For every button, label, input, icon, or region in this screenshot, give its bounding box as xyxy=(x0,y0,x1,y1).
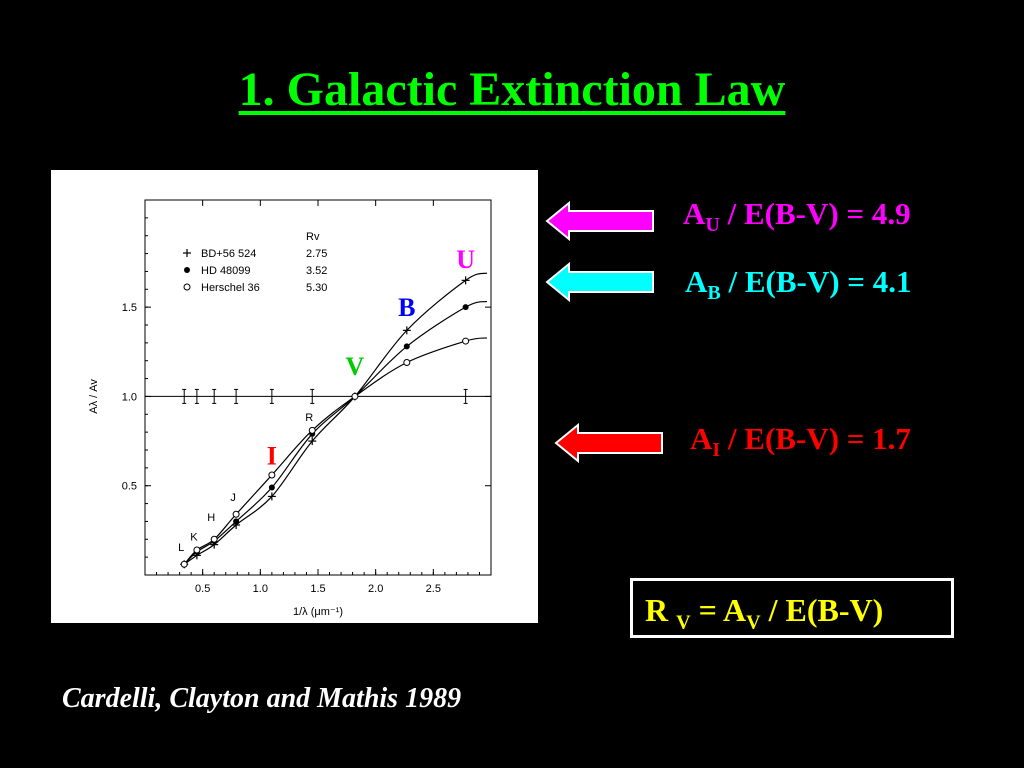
point-label: J xyxy=(230,492,236,504)
series-line-0 xyxy=(183,272,488,565)
series-line-1 xyxy=(183,300,488,565)
band-label-i: I xyxy=(267,441,277,470)
data-point xyxy=(462,337,470,345)
y-tick-label: 0.5 xyxy=(122,481,137,493)
legend-header: Rv xyxy=(306,231,320,243)
equation-au: AU / E(B-V) = 4.9 xyxy=(683,196,911,237)
legend-marker xyxy=(184,267,190,273)
band-label-b: B xyxy=(398,293,415,322)
data-point xyxy=(403,359,411,366)
arrow-left-icon xyxy=(554,423,663,463)
series-line-2 xyxy=(183,337,488,565)
extinction-chart: 0.5 1.0 1.5 2.0 2.5 0.5 1.0 1.5 1/λ (μm⁻¹) Aλ / A… xyxy=(51,170,538,623)
data-point xyxy=(268,471,276,479)
legend-rv-value: 3.52 xyxy=(306,265,327,277)
y-axis-label: Aλ / Av xyxy=(88,379,100,414)
rv-definition-box: R V = AV / E(B-V) xyxy=(630,578,954,638)
data-point xyxy=(232,510,240,518)
data-point xyxy=(403,343,410,350)
data-point xyxy=(180,560,188,568)
y-tick-label: 1.5 xyxy=(122,302,137,314)
x-tick-label: 2.0 xyxy=(368,583,383,595)
legend-rv-value: 5.30 xyxy=(306,282,327,294)
x-axis-label: 1/λ (μm⁻¹) xyxy=(293,606,343,618)
x-tick-label: 2.5 xyxy=(426,583,441,595)
equation-ab: AB / E(B-V) = 4.1 xyxy=(685,264,912,305)
data-point xyxy=(210,535,218,543)
point-label: R xyxy=(305,412,313,424)
data-point xyxy=(462,304,469,311)
data-point xyxy=(351,392,359,400)
data-point xyxy=(308,426,316,434)
legend-rv-value: 2.75 xyxy=(306,248,327,260)
y-tick-label: 1.0 xyxy=(122,391,137,403)
x-tick-label: 0.5 xyxy=(195,583,210,595)
legend-marker xyxy=(183,283,191,291)
legend-label: HD 48099 xyxy=(201,265,251,277)
point-label: H xyxy=(207,512,215,524)
point-label: L xyxy=(178,542,184,554)
arrow-left-icon xyxy=(545,201,654,241)
data-point xyxy=(233,518,240,525)
x-tick-label: 1.5 xyxy=(310,583,325,595)
data-point xyxy=(193,546,201,554)
citation: Cardelli, Clayton and Mathis 1989 xyxy=(62,683,462,714)
legend-label: BD+56 524 xyxy=(201,248,256,260)
equation-ai: AI / E(B-V) = 1.7 xyxy=(690,421,911,462)
legend-label: Herschel 36 xyxy=(201,282,260,294)
slide-title: 1. Galactic Extinction Law xyxy=(238,63,786,116)
band-label-u: U xyxy=(456,245,475,274)
band-label-v: V xyxy=(346,352,365,381)
point-label: K xyxy=(190,531,198,543)
arrow-left-icon xyxy=(545,262,654,302)
chart-svg: 0.5 1.0 1.5 2.0 2.5 0.5 1.0 1.5 1/λ (μm⁻¹) Aλ / A… xyxy=(88,199,492,618)
data-point xyxy=(268,484,275,491)
x-tick-label: 1.0 xyxy=(253,583,268,595)
